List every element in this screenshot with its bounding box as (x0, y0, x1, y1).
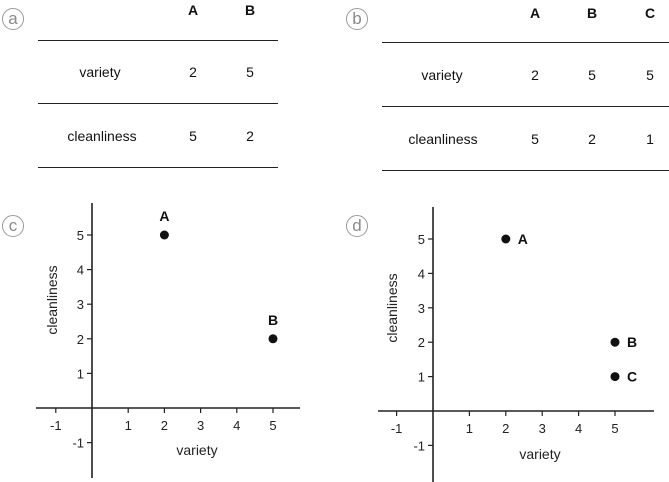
y-tick-label: 2 (418, 335, 425, 350)
table-b-header-A: A (529, 5, 541, 21)
table-b-row-label: variety (421, 67, 463, 83)
table-a-cell: 2 (246, 128, 254, 144)
table-b-cell: 5 (531, 131, 539, 147)
point-label-a: A (159, 208, 169, 224)
y-tick-label: 3 (418, 301, 425, 316)
table-b: A B C variety 2 5 5 cleanliness 5 2 1 (0, 0, 669, 180)
panel-letter-a: a (2, 8, 24, 30)
x-tick-label: 2 (161, 418, 168, 433)
x-tick-label: 1 (466, 421, 473, 436)
y-tick-label: 2 (77, 332, 84, 347)
table-b-cell: 1 (646, 131, 654, 147)
point-label-b: B (627, 334, 637, 350)
table-a-cell: 5 (189, 128, 197, 144)
y-tick-label: 5 (77, 228, 84, 243)
table-b-rule-top (382, 42, 669, 43)
y-tick-label: 1 (418, 370, 425, 385)
x-tick-label: 2 (502, 421, 509, 436)
table-b-row-label: cleanliness (408, 131, 478, 147)
data-point-b (268, 334, 278, 344)
data-point-a (159, 230, 169, 240)
x-tick-label: 3 (539, 421, 546, 436)
table-a-rule-top (38, 40, 278, 41)
table-a-row-label: cleanliness (67, 128, 137, 144)
table-b-cell: 2 (588, 131, 596, 147)
table-b-cell: 5 (646, 67, 654, 83)
x-axis-label: variety (176, 442, 217, 458)
x-tick-label: 5 (611, 421, 618, 436)
y-tick-label: 4 (77, 263, 84, 278)
y-axis-label: cleanliness (384, 273, 400, 342)
table-a-header-A: A (187, 2, 199, 18)
x-tick-label: -1 (391, 421, 403, 436)
table-a-cell: 2 (189, 64, 197, 80)
x-tick-label: 3 (197, 418, 204, 433)
table-b-header-B: B (586, 5, 598, 21)
y-tick-label: 1 (77, 366, 84, 381)
y-tick-label: 5 (418, 232, 425, 247)
x-tick-label: 4 (575, 421, 582, 436)
x-axis-label: variety (519, 446, 560, 462)
panel-letter-b: b (346, 8, 368, 30)
y-tick-label: -1 (413, 438, 425, 453)
x-tick-label: 4 (233, 418, 240, 433)
table-a: A B variety 2 5 cleanliness 5 2 (0, 0, 340, 180)
panel-letter-d: d (346, 215, 368, 237)
x-tick-label: 1 (125, 418, 132, 433)
table-b-cell: 2 (531, 67, 539, 83)
point-label-b: B (268, 312, 278, 328)
table-a-header-B: B (244, 2, 256, 18)
x-tick-label: -1 (50, 418, 62, 433)
data-point-c (610, 372, 620, 382)
table-a-cell: 5 (246, 64, 254, 80)
table-a-row-label: variety (79, 64, 121, 80)
table-a-rule-bottom (38, 167, 278, 168)
table-b-rule-bottom (382, 170, 669, 171)
data-point-b (610, 337, 620, 347)
data-point-a (501, 234, 511, 244)
y-axis-label: cleanliness (44, 265, 60, 334)
y-tick-label: -1 (72, 436, 84, 451)
table-b-header-C: C (644, 5, 656, 21)
x-tick-label: 5 (269, 418, 276, 433)
panel-letter-c: c (2, 215, 24, 237)
point-label-c: C (627, 369, 637, 385)
y-tick-label: 3 (77, 297, 84, 312)
table-b-rule-mid (382, 106, 669, 107)
y-tick-label: 4 (418, 266, 425, 281)
table-a-rule-mid (38, 103, 278, 104)
table-b-cell: 5 (588, 67, 596, 83)
point-label-a: A (518, 231, 528, 247)
